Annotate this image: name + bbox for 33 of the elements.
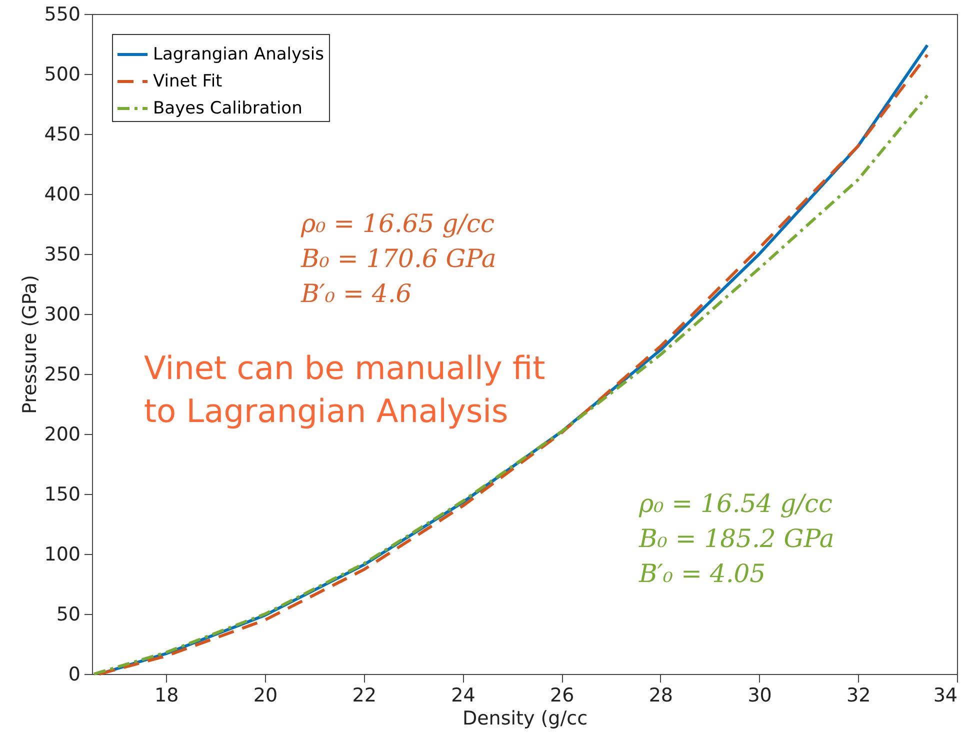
- x-tick-label: 22: [352, 684, 376, 706]
- y-tick-label: 300: [44, 304, 80, 326]
- legend-label: Bayes Calibration: [153, 98, 302, 118]
- annotation: Vinet can be manually fit to Lagrangian Analysis: [144, 349, 546, 430]
- y-tick-label: 100: [44, 544, 80, 566]
- x-tick-label: 18: [154, 684, 179, 706]
- annotation: B₀ = 185.2 GPa: [638, 524, 834, 553]
- x-tick-label: 24: [451, 684, 476, 706]
- legend-label: Lagrangian Analysis: [153, 44, 324, 64]
- x-tick-label: 26: [550, 684, 574, 706]
- y-tick-label: 50: [56, 604, 80, 626]
- y-tick-label: 450: [44, 124, 80, 146]
- y-tick-label: 350: [44, 244, 80, 266]
- annotation: B′₀ = 4.6: [300, 279, 412, 308]
- y-tick-label: 550: [44, 4, 80, 26]
- y-axis-title: Pressure (GPa): [19, 275, 42, 414]
- annotation: B′₀ = 4.05: [638, 559, 766, 588]
- y-tick-label: 200: [44, 424, 80, 446]
- x-axis-title: Density (g/cc: [462, 708, 588, 730]
- x-tick-label: 32: [846, 684, 871, 706]
- y-tick-label: 500: [44, 64, 80, 86]
- x-tick-label: 20: [253, 684, 278, 706]
- y-tick-label: 150: [44, 484, 80, 506]
- y-tick-label: 0: [68, 664, 80, 686]
- annotation: B₀ = 170.6 GPa: [300, 244, 496, 273]
- x-tick-label: 28: [648, 684, 674, 706]
- annotation: ρ₀ = 16.54 g/cc: [638, 489, 833, 518]
- x-tick-label: 30: [748, 684, 772, 706]
- annotation: ρ₀ = 16.65 g/cc: [300, 209, 495, 238]
- legend-label: Vinet Fit: [153, 72, 223, 92]
- y-tick-label: 250: [44, 364, 80, 386]
- x-tick-label: 34: [933, 684, 958, 706]
- y-tick-label: 400: [44, 184, 80, 206]
